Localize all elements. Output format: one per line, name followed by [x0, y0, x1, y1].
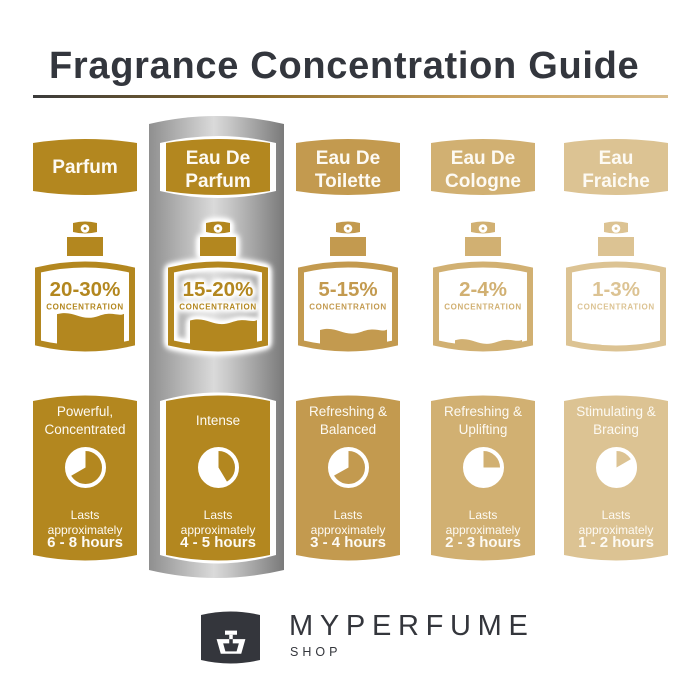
- svg-text:15-20%: 15-20%: [183, 278, 254, 301]
- svg-text:CONCENTRATION: CONCENTRATION: [577, 303, 654, 312]
- svg-text:20-30%: 20-30%: [50, 278, 121, 301]
- svg-text:CONCENTRATION: CONCENTRATION: [179, 303, 256, 312]
- svg-text:2-4%: 2-4%: [459, 278, 507, 301]
- svg-text:5-15%: 5-15%: [318, 278, 377, 301]
- svg-text:CONCENTRATION: CONCENTRATION: [46, 303, 123, 312]
- svg-text:CONCENTRATION: CONCENTRATION: [444, 303, 521, 312]
- svg-text:1-3%: 1-3%: [592, 278, 640, 301]
- svg-text:CONCENTRATION: CONCENTRATION: [309, 303, 386, 312]
